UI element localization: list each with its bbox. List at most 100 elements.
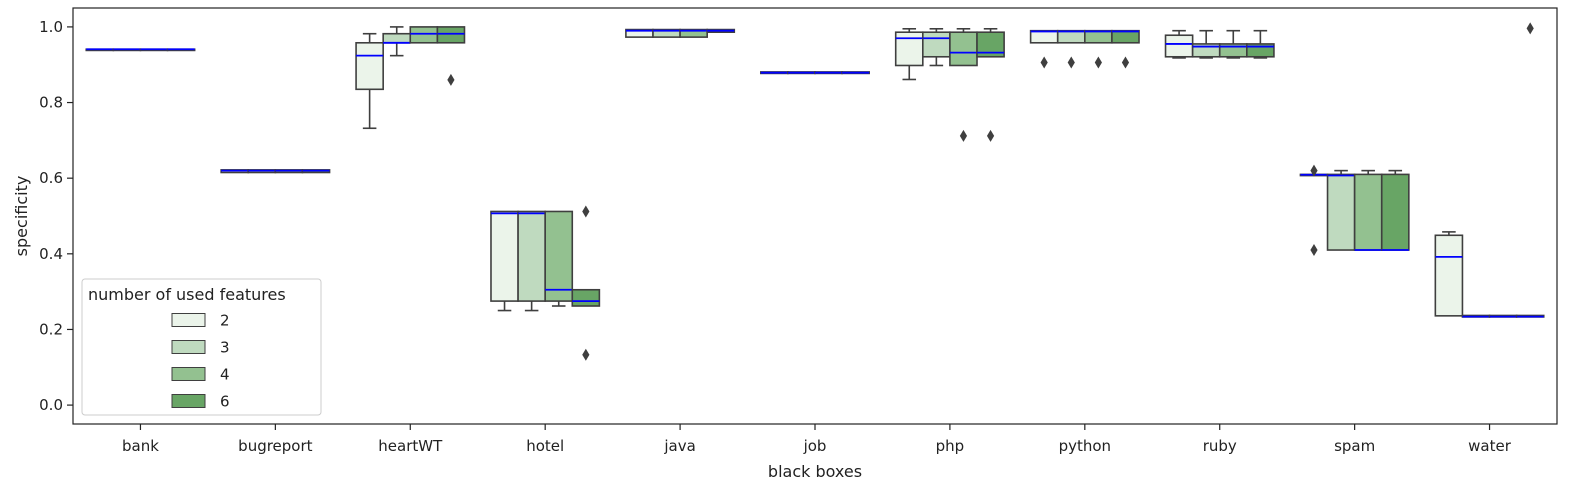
box-body — [679, 28, 708, 38]
legend-swatch-2 — [171, 313, 206, 327]
box-python-3 — [1056, 29, 1086, 69]
x-tick-label-bugreport: bugreport — [238, 437, 312, 455]
box-ruby-6 — [1246, 29, 1275, 59]
box-php-3 — [922, 27, 951, 67]
legend-label-6: 6 — [220, 393, 230, 411]
plot-area — [85, 22, 1545, 361]
box-heartWT-6 — [436, 26, 466, 86]
box-java-3 — [652, 28, 681, 38]
box-bank-6 — [166, 48, 196, 52]
box-body — [544, 210, 574, 302]
box-body — [409, 26, 439, 44]
box-java-2 — [625, 28, 654, 38]
box-spam-4 — [1353, 169, 1383, 251]
x-tick-label-php: php — [936, 437, 965, 455]
outlier-point — [959, 129, 968, 142]
outlier-point — [986, 129, 995, 142]
box-spam-6 — [1380, 169, 1410, 251]
y-tick-label: 0.2 — [39, 320, 63, 338]
legend-label-2: 2 — [220, 312, 230, 330]
box-water-6 — [1515, 22, 1545, 318]
outlier-point — [1067, 56, 1075, 69]
legend-label-3: 3 — [220, 339, 230, 357]
axes-frame — [72, 7, 1558, 425]
box-bugreport-6 — [301, 169, 331, 174]
box-php-2 — [894, 27, 924, 81]
legend-swatch-4 — [171, 367, 206, 381]
box-hotel-3 — [517, 210, 546, 312]
legend-swatch-3 — [171, 340, 206, 354]
box-ruby-4 — [1218, 29, 1248, 59]
box-job-2 — [759, 71, 789, 75]
box-spam-2 — [1299, 164, 1329, 257]
legend-items: 2 3 4 6 — [171, 312, 230, 411]
box-ruby-2 — [1164, 29, 1194, 59]
outlier-point — [1040, 56, 1048, 69]
box-body — [894, 31, 924, 67]
box-bugreport-2 — [220, 169, 250, 174]
box-bank-3 — [112, 48, 142, 52]
outlier-point — [447, 73, 455, 86]
x-tick-label-water: water — [1468, 437, 1512, 455]
box-heartWT-4 — [409, 26, 439, 44]
legend-title: number of used features — [88, 285, 286, 304]
box-body — [355, 41, 384, 91]
x-tick-label-heartWT: heartWT — [378, 437, 443, 455]
outlier-point — [1310, 244, 1318, 257]
box-hotel-6 — [571, 205, 601, 361]
box-body — [1353, 173, 1383, 251]
box-bugreport-4 — [274, 169, 304, 174]
box-python-4 — [1084, 29, 1113, 69]
x-tick-label-java: java — [663, 437, 695, 455]
box-job-4 — [814, 71, 843, 75]
box-hotel-2 — [490, 210, 519, 312]
box-java-4 — [679, 28, 708, 38]
y-tick-label: 1.0 — [39, 18, 63, 36]
x-axis-ticks: bank bugreport heartWT hotel java job php pytho… — [122, 424, 1512, 455]
x-tick-label-job: job — [803, 437, 827, 455]
y-tick-label: 0.4 — [39, 245, 63, 263]
box-water-3 — [1461, 314, 1491, 318]
x-tick-label-python: python — [1059, 437, 1111, 455]
box-body — [1326, 173, 1356, 251]
box-python-2 — [1029, 29, 1059, 69]
box-body — [382, 32, 412, 44]
box-body — [490, 210, 519, 302]
box-body — [922, 31, 951, 58]
outlier-point — [1310, 164, 1318, 177]
box-job-3 — [787, 71, 816, 75]
box-water-2 — [1434, 231, 1464, 317]
outlier-point — [1094, 56, 1102, 69]
x-tick-label-hotel: hotel — [526, 437, 564, 455]
box-php-4 — [949, 27, 978, 142]
box-body — [1084, 29, 1113, 44]
y-tick-label: 0.6 — [39, 169, 63, 187]
box-body — [949, 31, 978, 67]
box-body — [517, 210, 546, 302]
box-body — [1164, 34, 1194, 58]
box-body — [1434, 234, 1464, 317]
legend-label-4: 4 — [220, 366, 230, 384]
box-bank-4 — [139, 48, 169, 52]
box-bank-2 — [85, 48, 115, 52]
box-heartWT-3 — [382, 26, 412, 57]
box-body — [571, 288, 601, 307]
x-tick-label-bank: bank — [122, 437, 159, 455]
box-java-6 — [706, 28, 736, 34]
outlier-point — [582, 348, 590, 361]
legend-swatch-6 — [171, 394, 206, 408]
box-job-6 — [841, 71, 870, 75]
box-hotel-4 — [544, 210, 574, 307]
y-axis-ticks: 0.0 0.2 0.4 0.6 0.8 1.0 — [39, 18, 73, 414]
box-heartWT-2 — [355, 32, 384, 130]
outlier-point — [1121, 56, 1130, 69]
box-body — [1111, 29, 1140, 44]
y-axis-label: specificity — [12, 176, 31, 257]
box-body — [1380, 173, 1410, 251]
box-python-6 — [1111, 29, 1140, 69]
y-tick-label: 0.8 — [39, 94, 63, 112]
x-tick-label-ruby: ruby — [1203, 437, 1237, 455]
legend: number of used features 2 3 4 6 — [81, 278, 322, 416]
x-tick-label-spam: spam — [1334, 437, 1375, 455]
